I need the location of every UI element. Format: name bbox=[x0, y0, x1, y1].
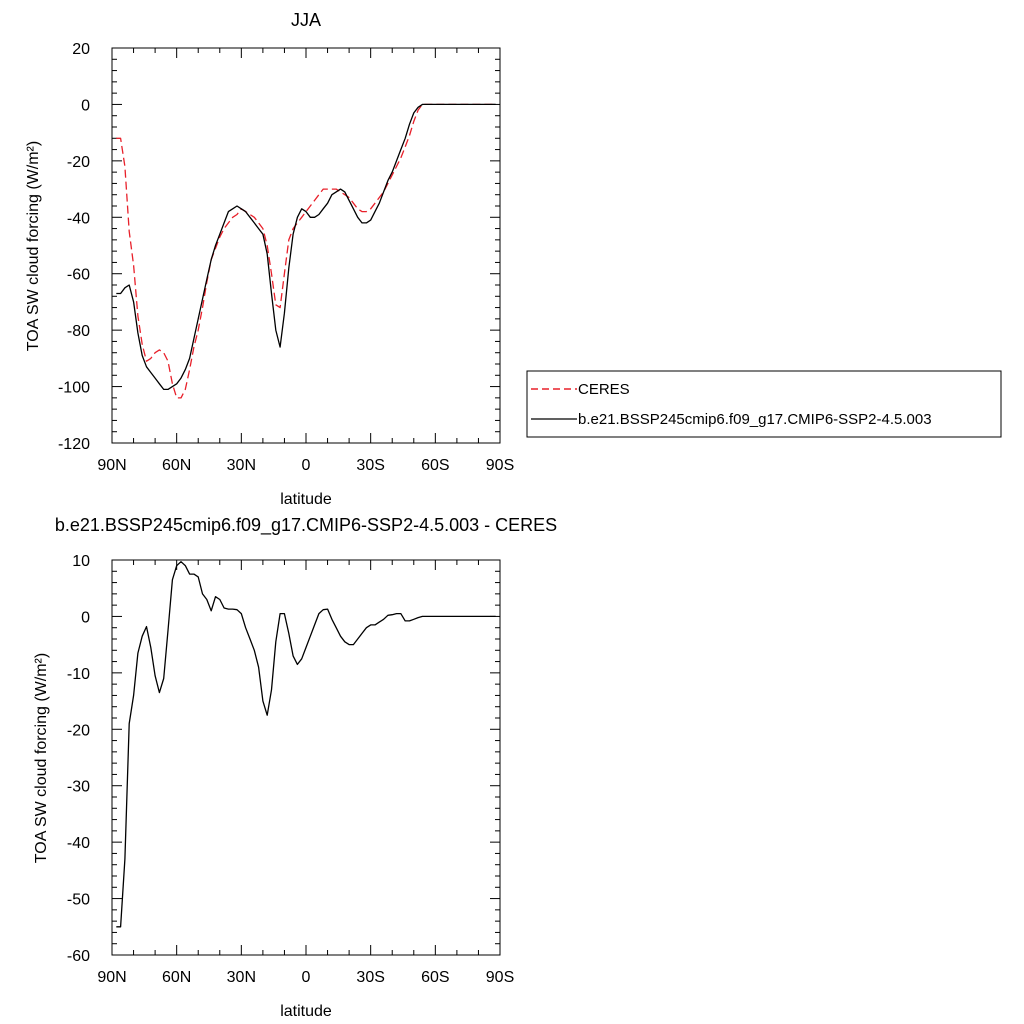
chart-title: JJA bbox=[291, 10, 321, 30]
y-tick-label: -50 bbox=[67, 892, 90, 909]
x-tick-label: 90S bbox=[486, 457, 514, 474]
y-tick-label: 20 bbox=[72, 41, 90, 58]
x-tick-label: 60N bbox=[162, 969, 191, 986]
y-axis-label: TOA SW cloud forcing (W/m²) bbox=[33, 653, 50, 863]
x-axis-label: latitude bbox=[280, 1003, 332, 1020]
x-tick-label: 90N bbox=[97, 969, 126, 986]
y-tick-label: -100 bbox=[58, 380, 90, 397]
y-tick-label: -30 bbox=[67, 779, 90, 796]
y-tick-label: 10 bbox=[72, 553, 90, 570]
y-tick-label: -20 bbox=[67, 154, 90, 171]
x-tick-label: 90S bbox=[486, 969, 514, 986]
y-tick-label: -60 bbox=[67, 267, 90, 284]
legend-frame bbox=[526, 370, 1002, 438]
ticks-layer: 90N 60N 30N 0 30S 60S 90S 20 0 -20 -40 -60 -80 -100 -1… bbox=[58, 41, 514, 474]
ticks-layer: 90N 60N 30N 0 30S 60S 90S 10 0 -10 -20 -30 -40 -50 -60 bbox=[67, 553, 514, 986]
y-tick-label: -20 bbox=[67, 722, 90, 739]
legend: CERES b.e21.BSSP245cmip6.f09_g17.CMIP6-S… bbox=[526, 370, 1002, 438]
y-tick-label: -40 bbox=[67, 210, 90, 227]
y-axis-label: TOA SW cloud forcing (W/m²) bbox=[25, 141, 42, 351]
plot-frame bbox=[111, 559, 501, 956]
plot-frame bbox=[111, 47, 501, 444]
top-panel-jja: JJA 90N 60N 30N 0 30S 60S 90S 20 0 -20 -40 -60 -80 -1… bbox=[25, 10, 1002, 508]
series-line-difference-0 bbox=[116, 561, 496, 928]
x-tick-label: 30N bbox=[227, 457, 256, 474]
x-tick-label: 30N bbox=[227, 969, 256, 986]
series-line-b-e21-bssp245cmip6-f09-g17-cmip6-ssp2-4-5-003 bbox=[116, 103, 496, 391]
y-tick-label: -40 bbox=[67, 835, 90, 852]
x-tick-label: 0 bbox=[302, 457, 311, 474]
y-tick-label: 0 bbox=[81, 97, 90, 114]
legend-label-ceres: CERES bbox=[578, 381, 630, 398]
y-tick-label: -60 bbox=[67, 948, 90, 965]
series-layer bbox=[116, 103, 496, 399]
y-tick-label: -10 bbox=[67, 666, 90, 683]
x-tick-label: 60S bbox=[421, 969, 449, 986]
chart-title: b.e21.BSSP245cmip6.f09_g17.CMIP6-SSP2-4.… bbox=[55, 515, 557, 536]
legend-entry-ceres: CERES bbox=[531, 381, 630, 398]
x-tick-label: 60S bbox=[421, 457, 449, 474]
y-tick-label: 0 bbox=[81, 609, 90, 626]
x-tick-label: 30S bbox=[356, 969, 384, 986]
y-tick-label: -120 bbox=[58, 436, 90, 453]
x-tick-label: 60N bbox=[162, 457, 191, 474]
legend-entry-model: b.e21.BSSP245cmip6.f09_g17.CMIP6-SSP2-4.… bbox=[531, 411, 932, 428]
x-tick-label: 90N bbox=[97, 457, 126, 474]
x-tick-label: 0 bbox=[302, 969, 311, 986]
y-tick-label: -80 bbox=[67, 323, 90, 340]
legend-label-model: b.e21.BSSP245cmip6.f09_g17.CMIP6-SSP2-4.… bbox=[578, 411, 932, 428]
bottom-panel-difference: b.e21.BSSP245cmip6.f09_g17.CMIP6-SSP2-4.… bbox=[33, 515, 557, 1020]
x-axis-label: latitude bbox=[280, 491, 332, 508]
x-tick-label: 30S bbox=[356, 457, 384, 474]
series-layer bbox=[116, 561, 496, 928]
series-line-ceres bbox=[116, 103, 496, 399]
